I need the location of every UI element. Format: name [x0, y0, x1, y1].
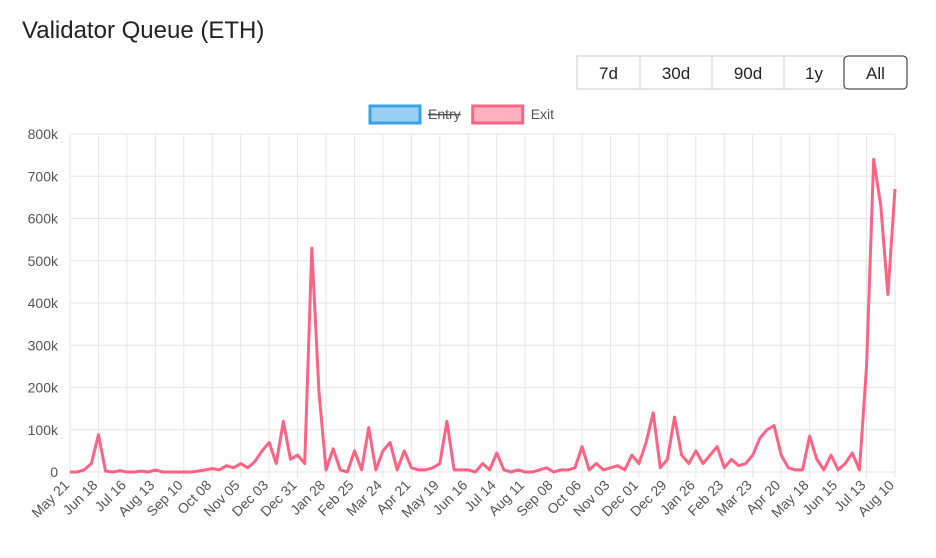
chart-title: Validator Queue (ETH)	[22, 17, 264, 44]
y-tick-label: 400k	[28, 295, 59, 311]
y-tick-label: 700k	[28, 168, 59, 184]
range-button[interactable]	[639, 55, 713, 90]
y-tick-label: 300k	[28, 337, 59, 353]
legend-label[interactable]: Exit	[531, 106, 554, 122]
range-label[interactable]: 90d	[734, 64, 762, 83]
y-tick-label: 500k	[28, 253, 59, 269]
y-tick-label: 100k	[28, 422, 59, 438]
range-label[interactable]: All	[866, 64, 885, 83]
range-button[interactable]	[843, 55, 908, 90]
range-label[interactable]: 7d	[599, 64, 618, 83]
legend-swatch[interactable]	[471, 104, 525, 125]
range-button[interactable]	[576, 55, 641, 90]
y-tick-label: 0	[50, 464, 58, 480]
range-label[interactable]: 1y	[805, 64, 823, 83]
range-button[interactable]	[711, 55, 785, 90]
legend-label[interactable]: Entry	[428, 106, 461, 122]
range-label[interactable]: 30d	[662, 64, 690, 83]
y-tick-label: 800k	[28, 126, 59, 142]
y-tick-label: 600k	[28, 211, 59, 227]
exit-line	[70, 157, 897, 474]
y-tick-label: 200k	[28, 380, 59, 396]
legend-swatch[interactable]	[368, 104, 422, 125]
